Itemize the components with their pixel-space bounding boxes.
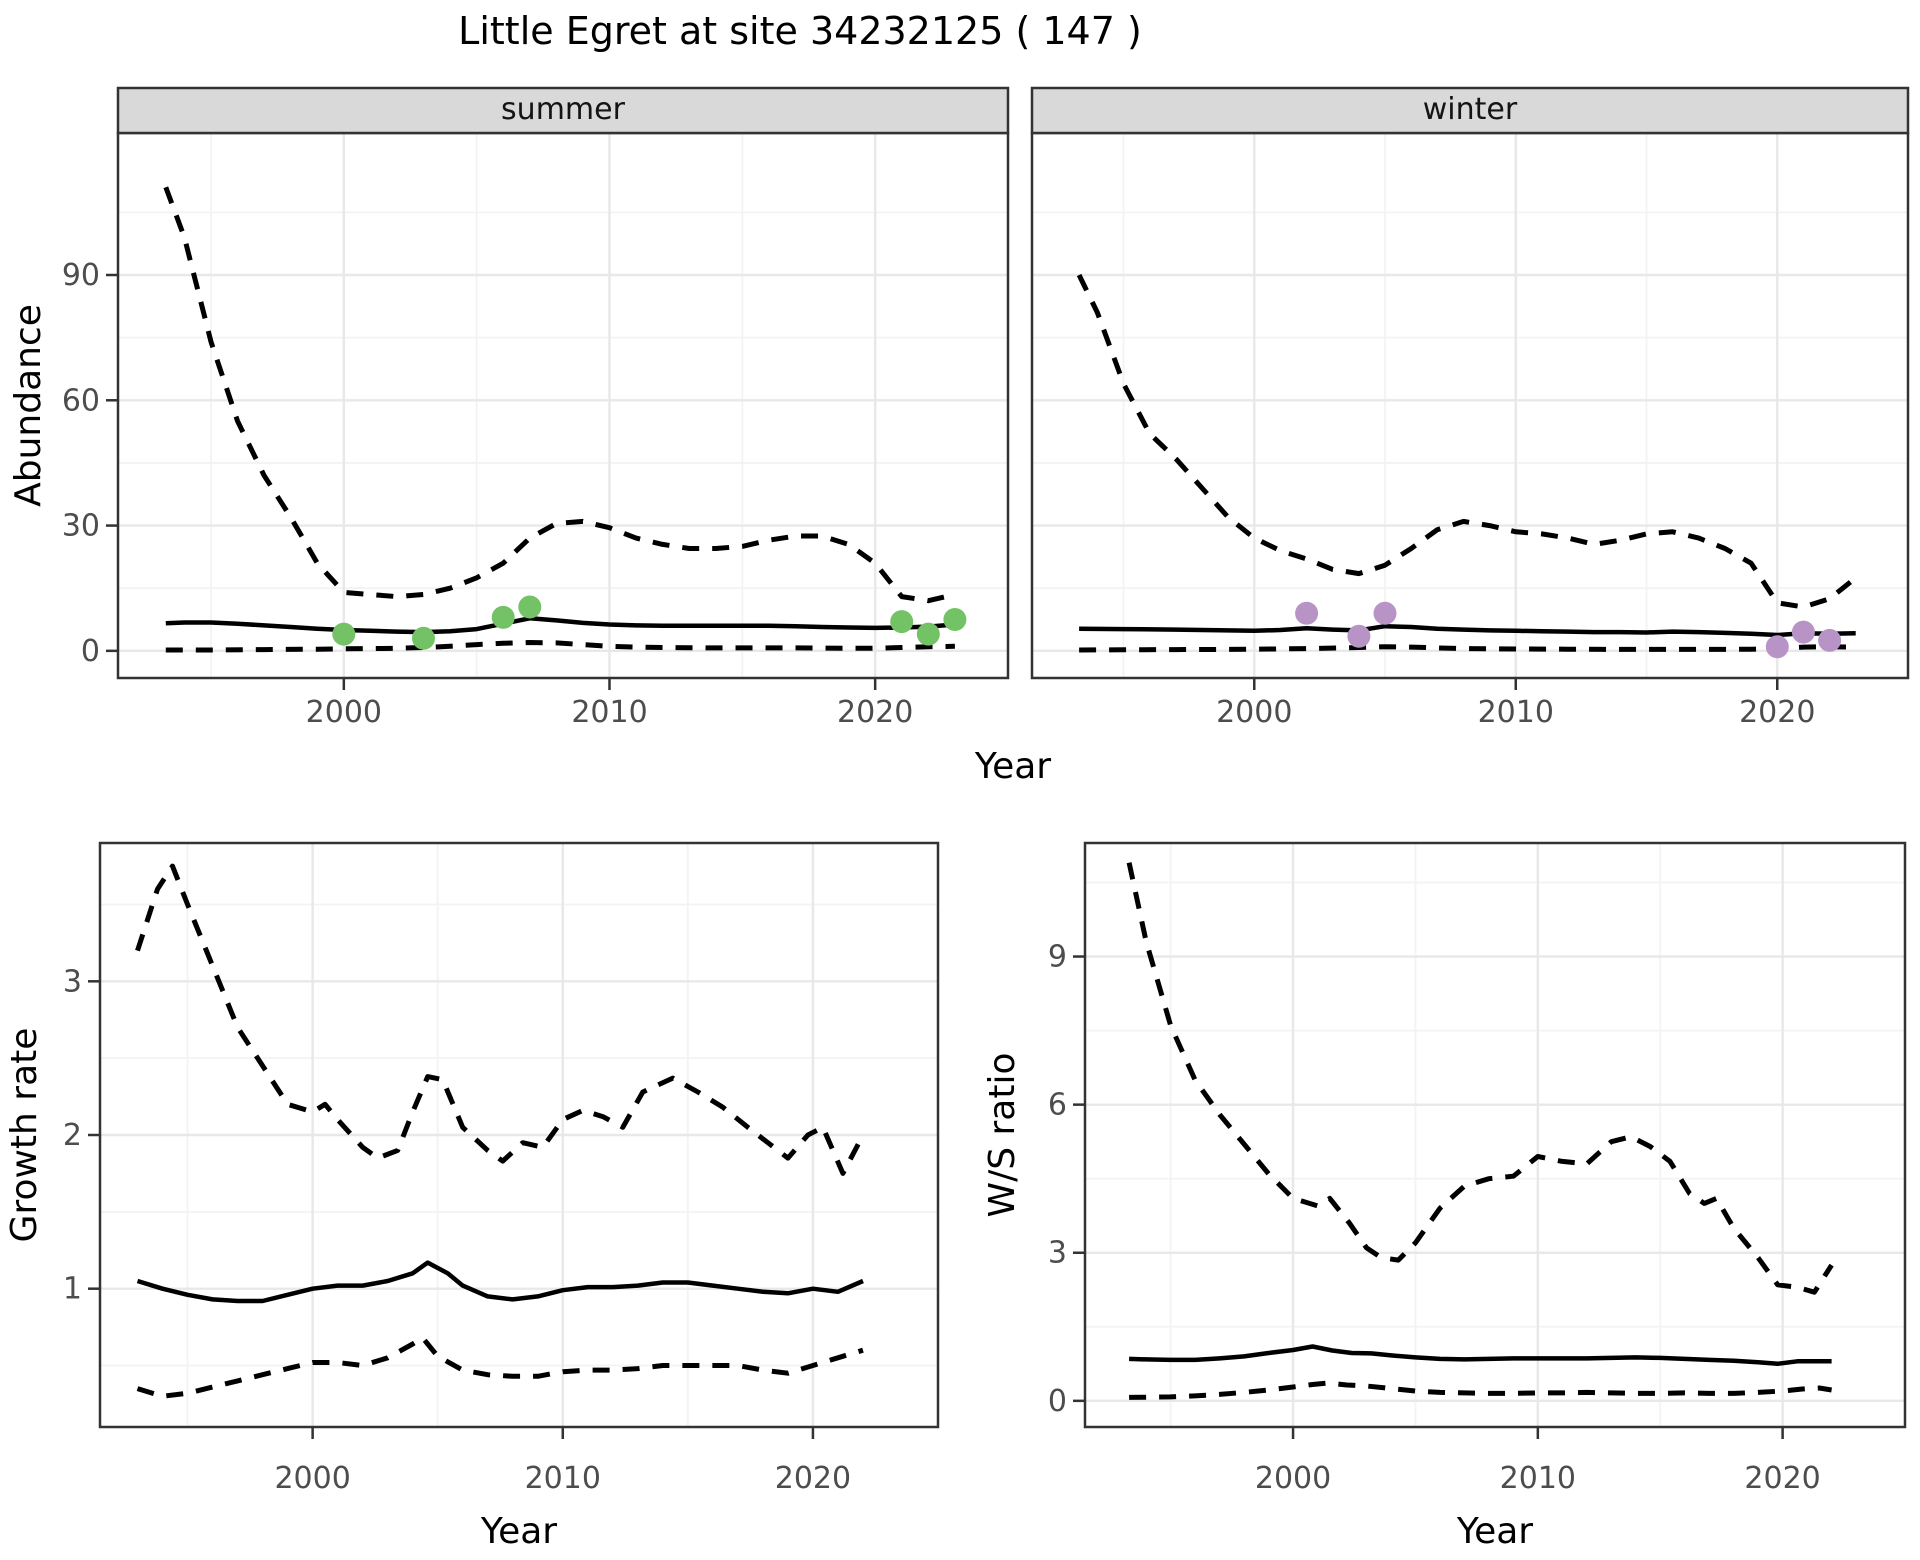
series-group: [1126, 862, 1834, 1400]
y-axis-title: Abundance: [8, 304, 49, 507]
y-tick-label: 90: [62, 258, 100, 293]
y-tick-label: 3: [63, 964, 82, 999]
y-tick-label: 3: [1048, 1236, 1067, 1271]
panel-background: [1085, 843, 1905, 1427]
median-line: [1079, 623, 1856, 638]
series-group: [163, 186, 956, 653]
panel-border: [1083, 841, 1907, 1429]
panel-abundance-winter: winter 2000 2010 2020: [1030, 86, 1910, 730]
ci_lower-line: [1129, 1380, 1833, 1400]
x-axis-title: Year: [480, 1511, 557, 1552]
y-tick-label: 30: [62, 509, 100, 544]
shared-x-axis-title: Year: [974, 746, 1051, 787]
chart-title: Little Egret at site 34232125 ( 147 ): [458, 9, 1142, 53]
x-tick-label: 2000: [274, 1461, 350, 1496]
median-line: [1129, 1344, 1832, 1367]
ci_lower-line: [1079, 644, 1856, 653]
observation-point: [1295, 601, 1319, 625]
observation-point: [491, 605, 515, 629]
x-tick-label: 2000: [306, 695, 382, 730]
x-tick-label: 2020: [1744, 1461, 1820, 1496]
panel-ws-ratio: 2000 2010 2020 0 3 6 9 Year W/S ratio: [982, 841, 1907, 1552]
panel-background: [1032, 133, 1908, 678]
observation-point: [412, 626, 435, 650]
ci_upper-line: [1126, 862, 1834, 1295]
observation-point: [1765, 635, 1789, 659]
panel-growth-rate: 2000 2010 2020 1 2 3 Year Growth rate: [4, 841, 940, 1552]
y-axis-title: W/S ratio: [982, 1052, 1023, 1217]
panel-background: [118, 133, 1008, 678]
x-tick-label: 2000: [1216, 695, 1292, 730]
median-line: [165, 616, 956, 635]
observation-points: [1295, 601, 1842, 659]
facet-strip: [116, 86, 1010, 135]
y-tick-label: 0: [1048, 1384, 1067, 1419]
series-group: [135, 863, 866, 1399]
x-tick-label: 2020: [1739, 695, 1815, 730]
ci_lower-line: [136, 1335, 864, 1399]
y-tick-label: 2: [63, 1118, 82, 1153]
series-group: [1076, 273, 1858, 653]
y-tick-label: 0: [81, 634, 100, 669]
ci_lower-line: [165, 640, 955, 653]
x-tick-label: 2000: [1255, 1461, 1331, 1496]
x-axis-title: Year: [1456, 1511, 1533, 1552]
ci_upper-line: [1076, 273, 1858, 610]
y-tick-label: 9: [1048, 940, 1067, 975]
observation-point: [1791, 620, 1815, 644]
panel-abundance-summer: summer 2000 2010 2020 0 30 60 90 Abundance: [8, 86, 1010, 730]
observation-point: [916, 622, 940, 646]
x-tick-label: 2010: [1500, 1461, 1576, 1496]
observation-point: [1347, 624, 1371, 648]
x-tick-label: 2020: [775, 1461, 851, 1496]
ci_upper-line: [135, 863, 866, 1176]
y-tick-label: 60: [62, 383, 100, 418]
x-tick-label: 2010: [571, 695, 647, 730]
x-tick-label: 2020: [837, 695, 913, 730]
median-line: [136, 1260, 864, 1304]
y-tick-label: 1: [63, 1272, 82, 1307]
x-tick-label: 2010: [525, 1461, 601, 1496]
observation-points: [332, 595, 967, 650]
x-tick-label: 2010: [1478, 695, 1554, 730]
y-tick-label: 6: [1048, 1088, 1067, 1123]
facet-strip-label: winter: [1423, 92, 1518, 127]
observation-point: [890, 610, 914, 634]
observation-point: [943, 608, 967, 631]
observation-point: [332, 622, 356, 646]
y-axis-title: Growth rate: [4, 1028, 45, 1243]
facet-strip: [1030, 86, 1910, 135]
observation-point: [518, 595, 542, 619]
observation-point: [1818, 628, 1842, 652]
facet-strip-label: summer: [501, 92, 626, 127]
observation-point: [1373, 601, 1397, 625]
